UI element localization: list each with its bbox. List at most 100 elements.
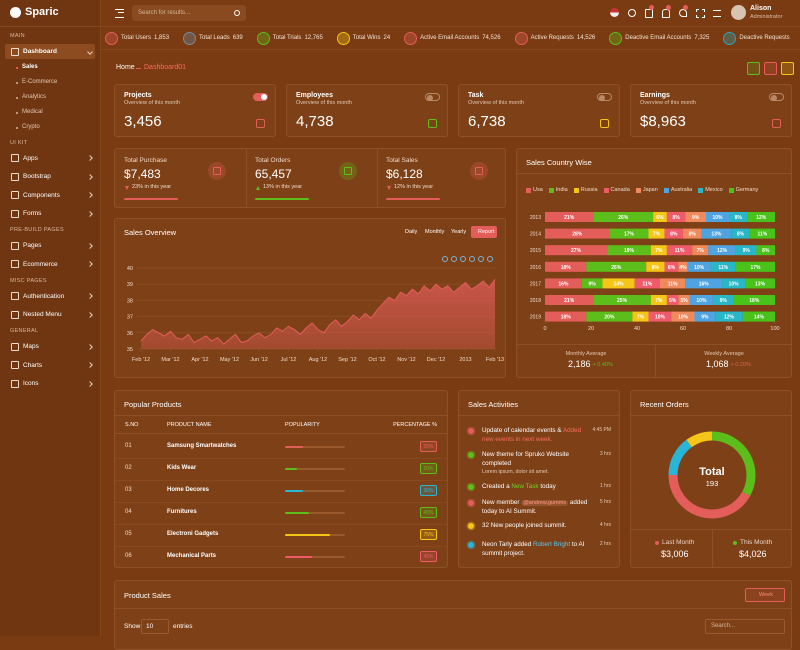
ticker-label: Total Leads [199, 35, 230, 41]
submenu-item[interactable]: Medical [22, 109, 43, 115]
action-button[interactable] [747, 62, 760, 75]
theme-toggle[interactable] [628, 9, 636, 17]
product-sales-card: Product Sales Week Show 10 entries Searc… [114, 580, 792, 650]
menu-item[interactable]: Dashboard [23, 48, 57, 55]
data-label: 26% [618, 215, 629, 221]
x-tick-label: Dec '12 [427, 357, 445, 363]
timeline-dot [468, 428, 474, 434]
menu-item[interactable]: Charts [23, 361, 43, 369]
stat-subtitle: Overview of this month [640, 100, 696, 106]
menu-item[interactable]: Forms [23, 210, 42, 217]
settings-icon[interactable] [713, 10, 721, 17]
divider [246, 149, 247, 207]
toggle[interactable] [425, 93, 440, 101]
search-box[interactable]: Search for results... [132, 5, 246, 21]
data-label: 8% [735, 215, 743, 221]
legend-swatch [603, 188, 609, 193]
timeline-dot [468, 542, 474, 548]
data-label: 10% [655, 315, 666, 321]
data-label: 5% [669, 298, 677, 304]
menu-item[interactable]: Components [23, 191, 60, 199]
action-button[interactable] [764, 62, 777, 75]
menu-item[interactable]: Icons [23, 380, 39, 387]
popularity-bar [285, 446, 303, 448]
toolbar-icon[interactable] [487, 256, 493, 262]
toggle[interactable] [253, 93, 268, 101]
section-title: GENERAL [10, 328, 39, 334]
sub-bullet [16, 96, 18, 99]
action-button[interactable] [781, 62, 794, 75]
menu-icon [11, 154, 19, 162]
legend-swatch [573, 188, 579, 193]
menu-item[interactable]: Maps [23, 343, 39, 350]
toggle[interactable] [769, 93, 784, 101]
report-button[interactable]: Report [471, 226, 497, 238]
avatar[interactable] [731, 5, 746, 20]
notification-icon[interactable] [662, 9, 670, 18]
activity-segment: New member [482, 499, 522, 506]
entries-select[interactable]: 10 [141, 619, 169, 634]
summary-value: $7,483 [124, 167, 161, 181]
message-icon[interactable] [679, 9, 687, 17]
x-tick-label: 80 [726, 326, 732, 332]
cart-icon[interactable] [645, 9, 653, 18]
menu-item[interactable]: Apps [23, 154, 38, 162]
submenu-item[interactable]: E-Commerce [22, 79, 58, 85]
data-label: 26% [611, 265, 622, 271]
popularity-bar [285, 490, 303, 492]
menu-item[interactable]: Pages [23, 242, 42, 249]
stat-title: Earnings [640, 92, 670, 99]
bar-segment [545, 278, 582, 289]
toggle-knob [427, 95, 433, 101]
toolbar-icon[interactable] [442, 256, 448, 262]
fullscreen-icon[interactable] [696, 9, 705, 18]
submenu-item[interactable]: Sales [22, 64, 38, 70]
last-month-label: Last Month [662, 539, 695, 546]
data-label: 12% [756, 215, 767, 221]
bar-segment [602, 278, 635, 289]
toolbar-icon[interactable] [460, 256, 466, 262]
chevron [87, 192, 93, 198]
toolbar-icon[interactable] [469, 256, 475, 262]
menu-item[interactable]: Authentication [23, 292, 65, 300]
legend-label: Usa [533, 187, 543, 193]
activity-time: 1 hrs [599, 483, 611, 489]
range-button[interactable]: Yearly [451, 229, 467, 235]
stat-subtitle: Overview of this month [468, 100, 524, 106]
menu-toggle[interactable] [115, 9, 124, 18]
menu-item[interactable]: Ecommerce [23, 260, 58, 268]
data-label: 11% [668, 281, 678, 287]
data-label: 9% [701, 315, 709, 321]
row-number: 01 [125, 443, 132, 449]
range-button[interactable]: Daily [405, 229, 418, 235]
range-button[interactable]: Monthly [425, 229, 445, 235]
bar-segment [712, 295, 734, 305]
summary-title: Total Sales [386, 157, 418, 164]
submenu-item[interactable]: Analytics [22, 94, 47, 100]
toggle[interactable] [597, 93, 612, 101]
data-label: 25% [617, 298, 628, 304]
search-icon [234, 10, 240, 16]
submenu-item[interactable]: Crypto [22, 124, 40, 130]
data-label: 9% [743, 248, 751, 254]
toolbar-icon[interactable] [451, 256, 457, 262]
table-search[interactable]: Search... [705, 619, 785, 634]
data-label: 9% [720, 298, 728, 304]
menu-item[interactable]: Bootstrap [23, 173, 51, 180]
filter-dropdown[interactable]: Week [745, 588, 785, 602]
language-flag[interactable] [610, 8, 619, 17]
stat-icon [256, 119, 265, 128]
toolbar-icon[interactable] [478, 256, 484, 262]
sales-country-card: Sales Country Wise Usa India Russia Canada J… [516, 148, 792, 378]
bar-segment [735, 261, 775, 272]
data-label: 17% [624, 232, 635, 238]
summary-change: 13% in this year [263, 184, 303, 190]
summary-title: Total Orders [255, 157, 291, 164]
menu-item[interactable]: Nested Menu [23, 311, 62, 318]
logo-text[interactable]: Sparic [25, 6, 59, 18]
sub-bullet [16, 126, 18, 129]
sales-overview-card: Sales Overview Daily Monthly Yearly Report 3… [114, 218, 506, 378]
legend-label: Australia [670, 187, 693, 193]
summary-icon [208, 162, 226, 180]
breadcrumb-home[interactable]: Home [116, 64, 135, 71]
